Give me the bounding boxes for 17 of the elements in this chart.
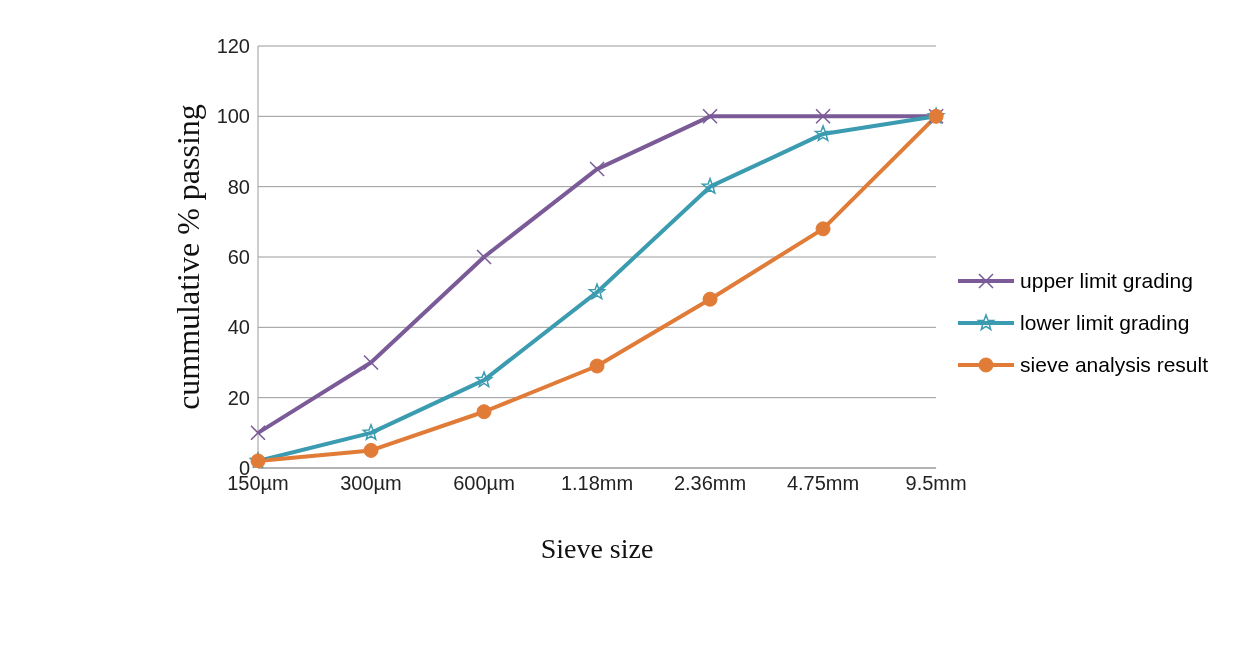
x-tick-label: 600µm [453,472,515,495]
x-tick-label: 4.75mm [786,472,860,495]
y-tick-label: 40 [227,316,250,339]
x-tick-label: 1.18mm [560,472,634,495]
legend-label: lower limit grading [1020,311,1190,335]
y-tick-label: 120 [216,35,250,58]
x-tick-label: 9.5mm [905,472,967,495]
y-tick-label: 60 [227,246,250,269]
y-tick-label: 100 [216,105,250,128]
y-tick-label: 20 [227,386,250,409]
legend-label: sieve analysis result [1020,353,1208,377]
x-tick-label: 300µm [340,472,402,495]
y-tick-label: 80 [227,175,250,198]
x-tick-label: 2.36mm [673,472,747,495]
y-axis-title: cummulative % passing [170,104,207,410]
legend-label: upper limit grading [1020,269,1193,293]
x-axis-title: Sieve size [540,532,654,564]
